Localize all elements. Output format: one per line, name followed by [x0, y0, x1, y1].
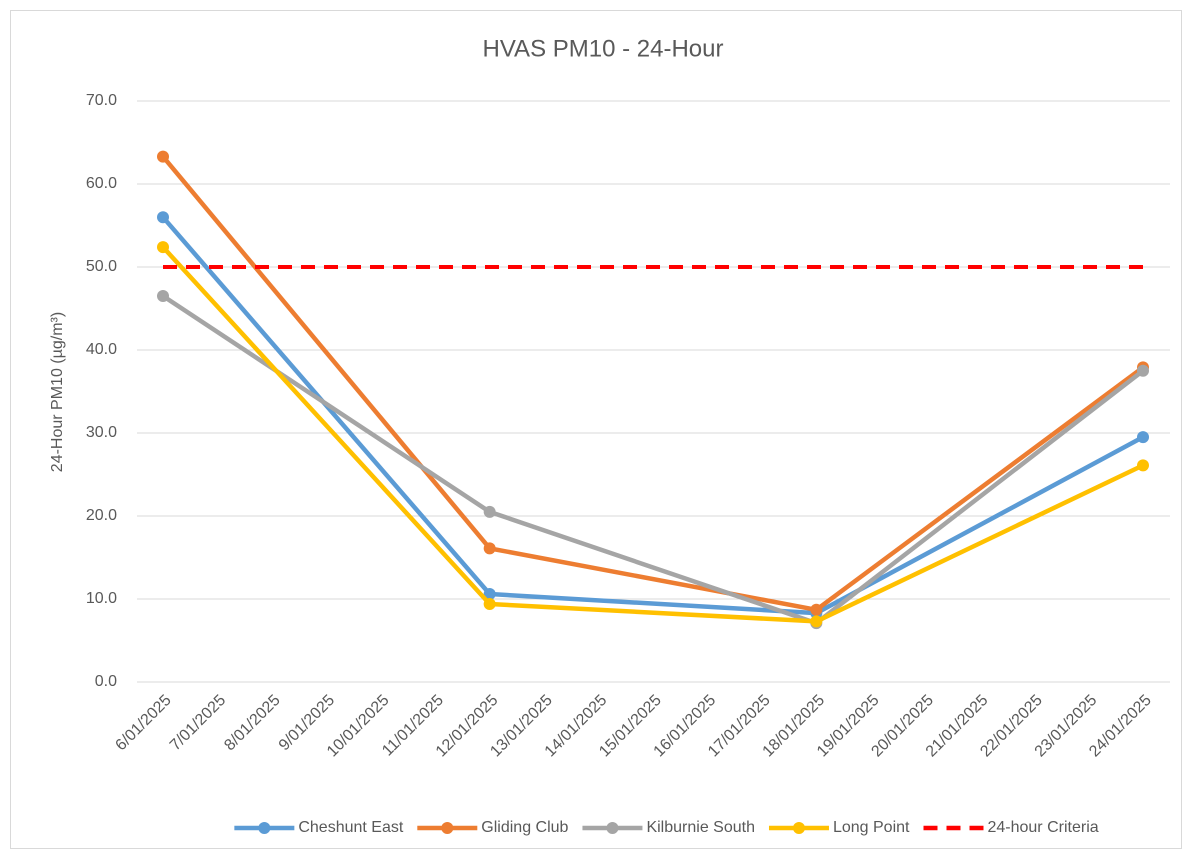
point: [1137, 364, 1149, 377]
series-line: [161, 155, 1145, 613]
legend-marker: [258, 822, 271, 834]
point: [483, 542, 496, 555]
point: [157, 241, 169, 254]
y-tick-label: 30.0: [86, 424, 117, 441]
series-line: [161, 294, 1145, 626]
legend-label: Cheshunt East: [298, 819, 404, 836]
point: [157, 150, 169, 163]
y-tick-label: 0.0: [95, 673, 117, 690]
legend-marker: [606, 822, 619, 834]
point: [157, 211, 169, 224]
y-tick-label: 60.0: [86, 175, 117, 192]
point: [483, 505, 496, 518]
legend-label: Long Point: [833, 819, 910, 836]
point: [1137, 431, 1149, 444]
legend-label: Kilburnie South: [646, 819, 755, 836]
point: [157, 290, 169, 303]
legend-marker: [441, 822, 454, 834]
point: [810, 603, 823, 616]
chart-title: HVAS PM10 - 24-Hour: [483, 35, 724, 62]
y-tick-label: 10.0: [86, 590, 117, 607]
series-line: [161, 245, 1144, 624]
legend-label: Gliding Club: [481, 819, 568, 836]
point: [483, 597, 496, 610]
legend-marker: [792, 822, 805, 834]
y-tick-label: 70.0: [86, 92, 117, 109]
y-tick-label: 40.0: [86, 341, 117, 358]
y-tick-label: 50.0: [86, 258, 117, 275]
point: [483, 588, 496, 601]
chart-frame: [10, 10, 1182, 849]
point: [1137, 459, 1149, 472]
legend-label: 24-hour Criteria: [987, 819, 1098, 836]
y-axis-label: 24-Hour PM10 (µg/m³): [49, 312, 66, 472]
y-tick-label: 20.0: [86, 507, 117, 524]
point: [810, 615, 823, 628]
